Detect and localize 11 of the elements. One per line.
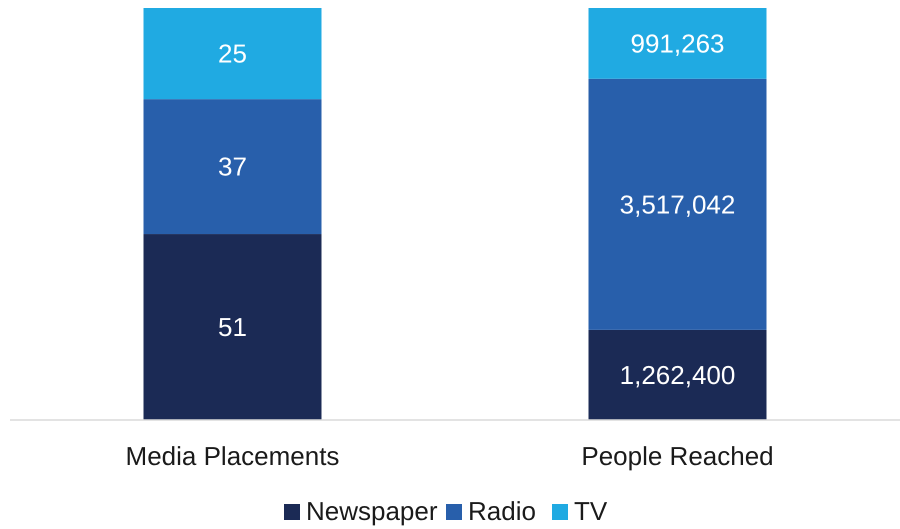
legend-label: Radio (468, 496, 536, 526)
legend-label: Newspaper (306, 496, 438, 526)
data-label: 991,263 (630, 28, 724, 58)
legend-label: TV (574, 496, 608, 526)
data-label: 25 (218, 38, 247, 69)
data-label: 51 (218, 312, 247, 342)
data-label: 1,262,400 (620, 360, 736, 390)
x-tick-label: People Reached (581, 441, 774, 471)
x-tick-label: Media Placements (126, 441, 340, 471)
data-label: 3,517,042 (620, 189, 736, 220)
data-label: 37 (218, 152, 247, 182)
